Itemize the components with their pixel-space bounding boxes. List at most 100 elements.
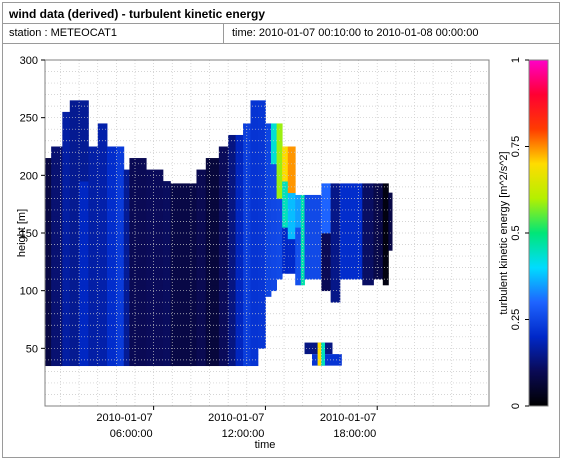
x-tick-label: 12:00:00 xyxy=(222,428,265,440)
heatmap-cell xyxy=(69,307,80,320)
heatmap-cell xyxy=(330,267,341,280)
heatmap-cell xyxy=(250,331,259,343)
heatmap-cell xyxy=(162,238,171,251)
heatmap-cell xyxy=(295,250,302,263)
heatmap-cell xyxy=(69,319,80,332)
heatmap-cell xyxy=(51,158,63,170)
heatmap-cell xyxy=(228,181,237,194)
heatmap-cell xyxy=(162,354,171,367)
x-tick-label: 18:00:00 xyxy=(333,428,376,440)
heatmap-cell xyxy=(146,250,164,263)
heatmap-cell xyxy=(250,146,259,159)
heatmap-cell xyxy=(51,192,63,205)
heatmap-cell xyxy=(146,331,164,343)
heatmap-cell xyxy=(276,175,283,188)
heatmap-cell xyxy=(276,129,283,142)
heatmap-cell xyxy=(321,244,332,257)
heatmap-cell xyxy=(146,261,164,274)
heatmap-cell xyxy=(69,273,80,286)
heatmap-cell xyxy=(228,319,237,332)
heatmap-cell xyxy=(265,227,272,240)
heatmap-cell xyxy=(79,169,89,182)
heatmap-cell xyxy=(382,204,389,217)
heatmap-cell xyxy=(373,209,384,222)
heatmap-cell xyxy=(69,204,80,217)
heatmap-cell xyxy=(265,250,272,263)
heatmap-cell xyxy=(129,273,147,286)
heatmap-cell xyxy=(146,215,164,228)
heatmap-cell xyxy=(146,169,164,182)
heatmap-cell xyxy=(257,279,266,292)
heatmap-cell xyxy=(250,215,259,228)
heatmap-cell xyxy=(257,186,266,199)
heatmap-cell xyxy=(330,279,341,292)
heatmap-cell xyxy=(235,342,244,355)
heatmap-cell xyxy=(235,134,244,147)
heatmap-cell xyxy=(146,227,164,240)
heatmap-cell xyxy=(218,227,229,240)
heatmap-cell xyxy=(218,192,229,205)
heatmap-cell xyxy=(330,186,341,199)
heatmap-cell xyxy=(69,331,80,343)
heatmap-cell xyxy=(250,284,259,297)
heatmap-cell xyxy=(162,192,171,205)
heatmap-cell xyxy=(69,342,80,355)
heatmap-cell xyxy=(250,261,259,274)
heatmap-cell xyxy=(79,227,89,240)
heatmap-cell xyxy=(250,158,259,170)
heatmap-cell xyxy=(304,221,322,234)
heatmap-cell xyxy=(129,192,147,205)
heatmap-cell xyxy=(257,163,266,176)
heatmap-cell xyxy=(271,163,277,176)
heatmap-cell xyxy=(257,209,266,222)
heatmap-cell xyxy=(257,336,266,349)
heatmap-cell xyxy=(265,215,272,228)
heatmap-cell xyxy=(235,307,244,320)
heatmap-cell xyxy=(276,267,283,280)
heatmap-cell xyxy=(146,296,164,309)
heatmap-cell xyxy=(228,261,237,274)
heatmap-cell xyxy=(235,273,244,286)
y-tick-label: 250 xyxy=(20,113,38,125)
heatmap-cell xyxy=(373,198,384,211)
heatmap-cell xyxy=(146,192,164,205)
heatmap-cell xyxy=(146,204,164,217)
heatmap-cell xyxy=(79,342,89,355)
heatmap-cell xyxy=(362,183,374,194)
heatmap-cell xyxy=(339,209,363,222)
heatmap-cell xyxy=(218,250,229,263)
x-axis-ticks: 2010-01-07 06:00:00 2010-01-07 12:00:00 2010… xyxy=(96,406,378,440)
heatmap-cell xyxy=(79,331,89,343)
heatmap-cell xyxy=(271,279,277,292)
heatmap-cell xyxy=(321,233,332,245)
heatmap-cell xyxy=(51,342,63,355)
heatmap-cell xyxy=(271,233,277,245)
heatmap-cell xyxy=(295,261,302,274)
heatmap-cell xyxy=(69,354,80,367)
heatmap-cell xyxy=(276,256,283,268)
heatmap-cell xyxy=(79,296,89,309)
heatmap-cell xyxy=(276,123,283,130)
heatmap-cell xyxy=(205,204,220,217)
heatmap-cell xyxy=(69,146,80,159)
heatmap-cell xyxy=(295,215,302,228)
heatmap-cell xyxy=(218,158,229,170)
heatmap-cell xyxy=(330,244,341,257)
heatmap-cell xyxy=(228,215,237,228)
heatmap-cell xyxy=(276,140,283,153)
heatmap-cell xyxy=(162,342,171,355)
heatmap-cell xyxy=(265,261,272,274)
heatmap-cell xyxy=(276,163,283,176)
heatmap-cell xyxy=(205,181,220,194)
heatmap-cell xyxy=(170,183,197,194)
heatmap-cell xyxy=(69,181,80,194)
heatmap-cell xyxy=(304,209,322,222)
heatmap-cell xyxy=(235,331,244,343)
heatmap-cell xyxy=(300,227,305,240)
heatmap-cell xyxy=(228,307,237,320)
heatmap-cell xyxy=(79,261,89,274)
heatmap-cell xyxy=(51,204,63,217)
heatmap-cell xyxy=(69,100,80,113)
heatmap-cell xyxy=(250,134,259,147)
heatmap-cell xyxy=(51,331,63,343)
